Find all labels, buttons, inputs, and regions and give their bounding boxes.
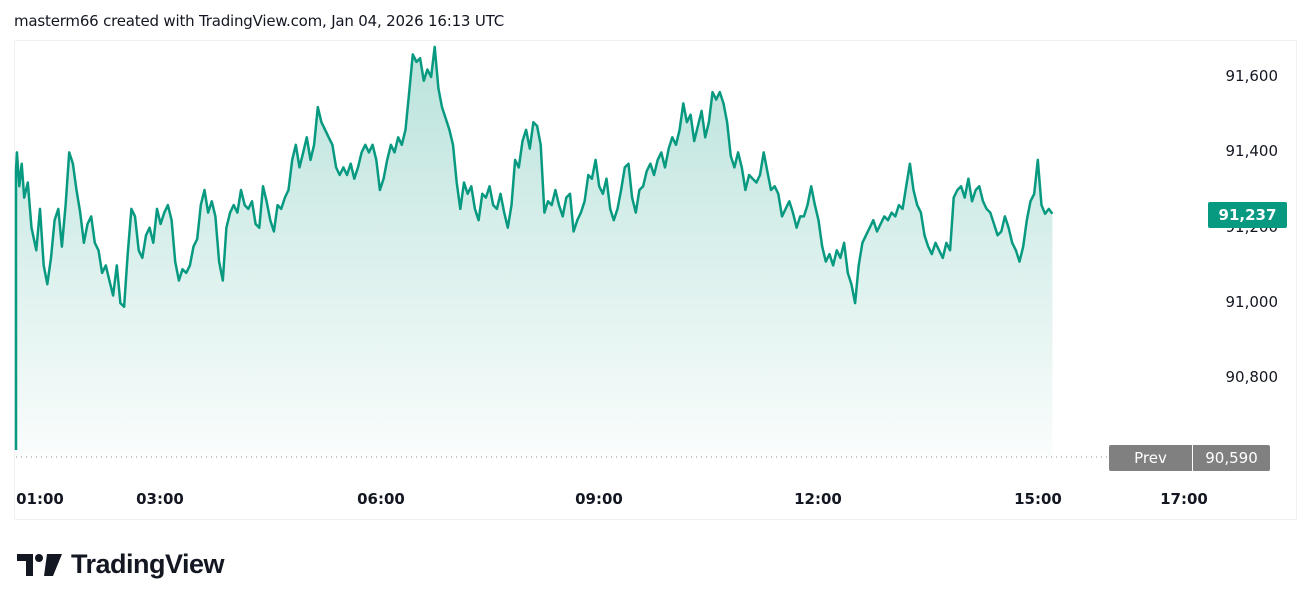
y-axis-label-90800: 90,800 [1225,368,1279,386]
tradingview-logo-text: TradingView [71,549,225,579]
chart-attribution: masterm66 created with TradingView.com, … [14,12,504,30]
x-axis-label-0900: 09:00 [575,490,623,508]
tradingview-logo-icon [17,553,62,576]
prev-close-value: 90,590 [1193,445,1270,471]
price-area-fill [16,46,1053,458]
y-axis-label-91400: 91,400 [1225,142,1279,160]
x-axis-label-1200: 12:00 [794,490,842,508]
chart-frame [14,40,1297,520]
tradingview-logo[interactable]: TradingView [17,549,225,580]
price-line[interactable] [14,45,1054,450]
y-axis-label-91600: 91,600 [1225,67,1279,85]
x-axis-label-1500: 15:00 [1014,490,1062,508]
y-axis-label-91000: 91,000 [1225,293,1279,311]
last-price-badge: 91,237 [1208,202,1287,228]
prev-close-badge: Prev close 90,590 [1109,445,1270,493]
x-axis-label-0600: 06:00 [357,490,405,508]
prev-close-label: Prev close [1109,445,1192,493]
x-axis-label-0300: 03:00 [136,490,184,508]
x-axis-label-0100: 01:00 [16,490,64,508]
x-axis-label-1700: 17:00 [1160,490,1208,508]
